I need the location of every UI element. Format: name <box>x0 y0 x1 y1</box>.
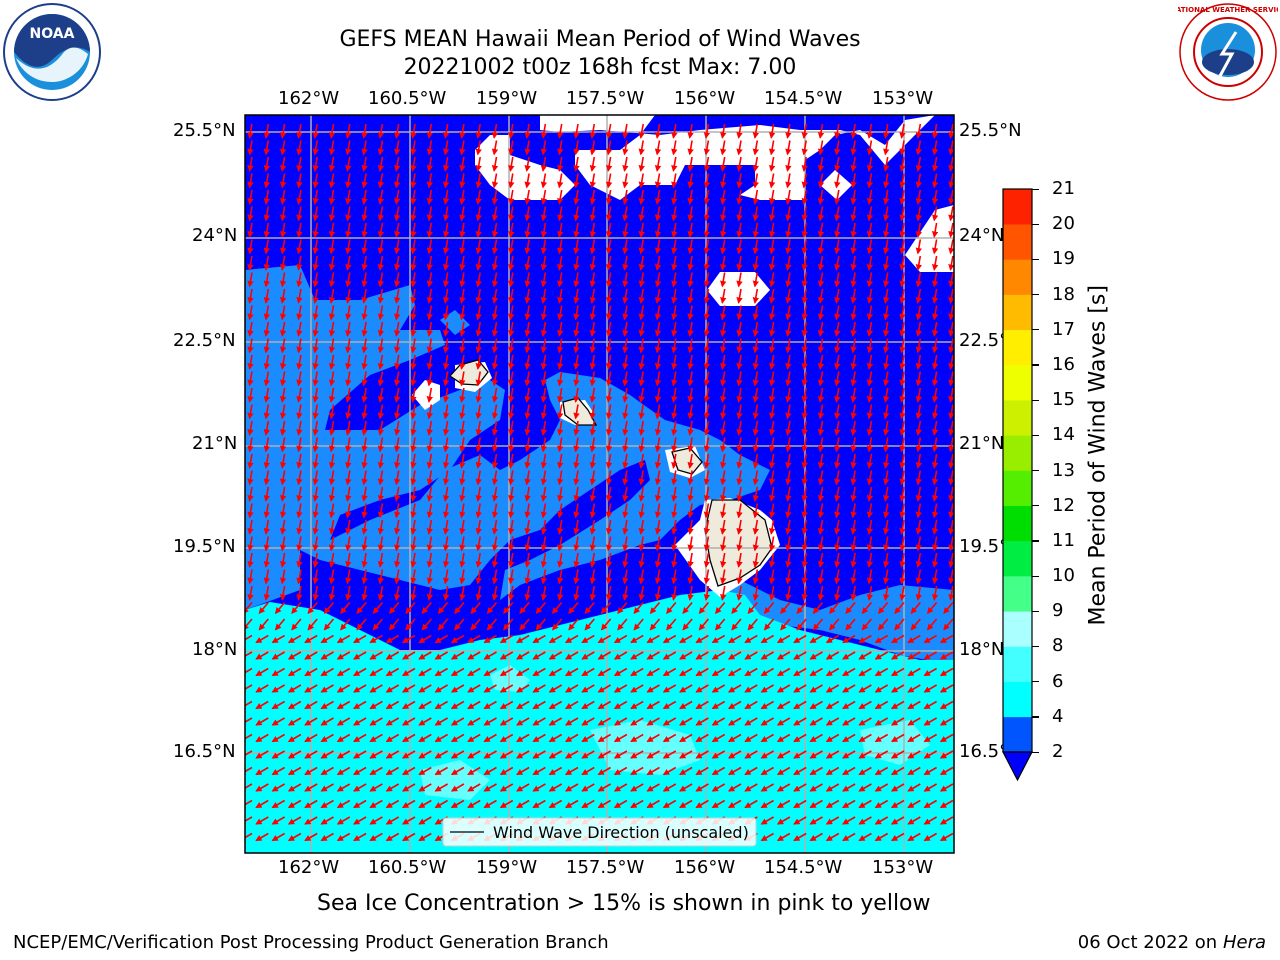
colorbar-tick-label: 2 <box>1052 741 1064 762</box>
lon-label-bottom: 162°W <box>278 857 340 878</box>
colorbar-tick-mark <box>1032 434 1039 436</box>
colorbar-tick-label: 18 <box>1052 283 1075 305</box>
footer-machine: Hera <box>1222 932 1266 953</box>
lat-label-left: 19.5°N <box>173 536 236 557</box>
colorbar-tick-label: 21 <box>1052 178 1075 199</box>
colorbar-tick-label: 13 <box>1052 459 1075 481</box>
noaa-logo: NOAA <box>3 3 101 101</box>
colorbar-tick-mark <box>1032 470 1039 472</box>
lat-label-left: 16.5°N <box>173 741 236 762</box>
lat-label-left: 24°N <box>192 225 238 246</box>
colorbar-tick-mark <box>1032 258 1039 261</box>
lon-label-bottom: 154.5°W <box>764 857 843 878</box>
colorbar-tick-label: 17 <box>1052 318 1075 340</box>
colorbar-tick-label: 19 <box>1052 248 1075 270</box>
lat-label-left: 22.5°N <box>173 330 236 351</box>
colorbar-tick-label: 10 <box>1052 565 1075 587</box>
colorbar-label: Mean Period of Wind Waves [s] <box>1085 285 1111 626</box>
colorbar-tick-mark <box>1032 364 1039 366</box>
wave-band-4-6 <box>245 265 770 610</box>
colorbar-tick-mark <box>1032 716 1039 718</box>
lat-label-left: 18°N <box>192 639 238 660</box>
map-title: GEFS MEAN Hawaii Mean Period of Wind Wav… <box>339 27 861 52</box>
footer-date-text: 06 Oct 2022 on <box>1077 932 1223 953</box>
map-subtitle: 20221002 t00z 168h fcst Max: 7.00 <box>403 55 797 80</box>
lon-label-bottom: 156°W <box>674 857 736 878</box>
colorbar-tick-mark <box>1032 329 1039 331</box>
sea-ice-note: Sea Ice Concentration > 15% is shown in … <box>317 891 931 916</box>
nws-logo: NATIONAL WEATHER SERVICE <box>1178 3 1278 101</box>
colorbar-tick-mark <box>1032 645 1039 648</box>
colorbar-tick-label: 11 <box>1052 529 1075 551</box>
legend-label: Wind Wave Direction (unscaled) <box>493 823 749 842</box>
lon-label-top: 153°W <box>872 88 934 109</box>
wave-patch-east <box>700 580 954 665</box>
lon-label-top: 156°W <box>674 88 736 109</box>
colorbar-tick-label: 8 <box>1052 635 1064 657</box>
colorbar-tick-mark <box>1032 681 1039 683</box>
lat-label-right: 24°N <box>959 225 1005 246</box>
colorbar-tick-label: 20 <box>1052 213 1075 235</box>
colorbar-tick-mark <box>1032 751 1039 753</box>
wind-wave-arrows <box>245 123 954 842</box>
colorbar-tick-label: 12 <box>1052 494 1075 516</box>
noaa-logo-text: NOAA <box>30 26 75 42</box>
lon-label-top: 154.5°W <box>764 88 843 109</box>
colorbar-tick-mark <box>1032 188 1039 190</box>
colorbar-tick-label: 9 <box>1052 600 1064 622</box>
lon-label-bottom: 153°W <box>872 857 934 878</box>
map-frame <box>244 114 955 854</box>
lat-label-left: 25.5°N <box>173 120 236 141</box>
lat-label-left: 21°N <box>192 433 238 454</box>
footer-org: NCEP/EMC/Verification Post Processing Pr… <box>13 932 609 953</box>
colorbar-tick-label: 16 <box>1052 353 1075 375</box>
lat-label-right: 25.5°N <box>959 120 1022 141</box>
colorbar-tick-mark <box>1032 610 1039 612</box>
lon-label-top: 162°W <box>278 88 340 109</box>
lon-label-bottom: 157.5°W <box>566 857 645 878</box>
lon-label-bottom: 159°W <box>476 857 538 878</box>
colorbar <box>1002 188 1033 782</box>
colorbar-tick-mark <box>1032 505 1039 507</box>
footer-date: 06 Oct 2022 on Hera <box>1078 932 1266 953</box>
nws-logo-text: NATIONAL WEATHER SERVICE <box>1178 6 1278 14</box>
lon-label-top: 159°W <box>476 88 538 109</box>
colorbar-tick-label: 4 <box>1052 705 1064 727</box>
colorbar-tick-label: 15 <box>1052 389 1075 411</box>
colorbar-extend <box>1002 751 1033 782</box>
colorbar-tick-mark <box>1032 399 1039 401</box>
map-legend: Wind Wave Direction (unscaled) <box>442 817 757 847</box>
lon-label-top: 160.5°W <box>368 88 447 109</box>
lat-label-right: 21°N <box>959 433 1005 454</box>
lon-label-top: 157.5°W <box>566 88 645 109</box>
wave-patch-light <box>590 720 700 775</box>
colorbar-tick-mark <box>1032 540 1039 542</box>
colorbar-tick-mark <box>1032 575 1039 577</box>
colorbar-tick-label: 6 <box>1052 670 1064 692</box>
lon-label-bottom: 160.5°W <box>368 857 447 878</box>
colorbar-tick-mark <box>1032 223 1039 225</box>
colorbar-tick-mark <box>1032 294 1039 296</box>
colorbar-tick-label: 14 <box>1052 424 1075 446</box>
lat-label-right: 18°N <box>959 639 1005 660</box>
